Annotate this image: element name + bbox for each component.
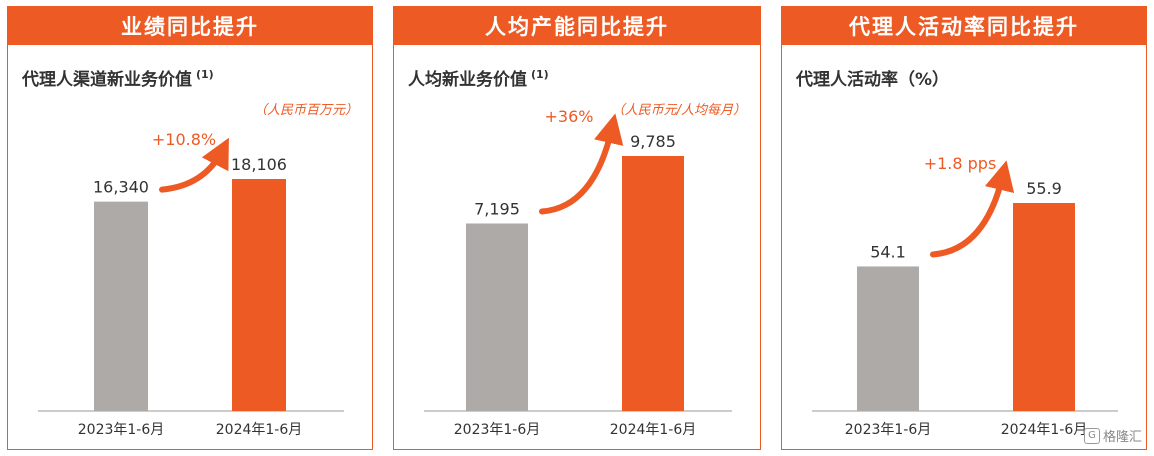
bar-2 — [1013, 203, 1075, 411]
panel-header: 业绩同比提升 — [8, 7, 372, 45]
bar-1 — [857, 266, 919, 411]
change-annotation: +10.8% — [152, 130, 216, 149]
category-label: 2024年1-6月 — [216, 422, 303, 438]
chart-title: 人均新业务价值 (1) — [408, 65, 549, 90]
category-label: 2023年1-6月 — [78, 422, 165, 438]
unit-label: （人民币元/人均每月） — [611, 103, 746, 118]
watermark: G 格隆汇 — [1083, 426, 1142, 445]
value-label: 7,195 — [474, 199, 520, 218]
bar-chart: 54.1 2023年1-6月 55.9 2024年1-6月 +1.8 pps — [812, 154, 1118, 438]
bar-chart: 7,195 2023年1-6月 9,785 2024年1-6月 +36% — [424, 107, 732, 438]
panel-nbv-agent: 业绩同比提升 代理人渠道新业务价值 (1) （人民币百万元） 16,340 2023… — [7, 6, 373, 450]
watermark-text: 格隆汇 — [1102, 430, 1142, 445]
growth-arrow — [539, 113, 624, 215]
bar-1 — [94, 201, 148, 411]
value-label: 55.9 — [1026, 179, 1062, 198]
bar-1 — [466, 223, 528, 411]
bar-chart: 16,340 2023年1-6月 18,106 2024年1-6月 +10.8% — [38, 130, 344, 438]
bar-2 — [232, 179, 286, 411]
category-label: 2024年1-6月 — [1001, 422, 1088, 438]
chart-title-text: 代理人渠道新业务价值 — [22, 70, 192, 90]
change-annotation: +36% — [545, 107, 594, 126]
value-label: 16,340 — [93, 178, 149, 197]
unit-label: （人民币百万元） — [253, 103, 358, 118]
value-label: 9,785 — [630, 132, 676, 151]
change-annotation: +1.8 pps — [924, 154, 997, 173]
panel-agent-activity: 代理人活动率同比提升 代理人活动率（%） 54.1 2023年1-6月 55.9 20… — [781, 6, 1147, 450]
category-label: 2023年1-6月 — [845, 422, 932, 438]
value-label: 18,106 — [231, 155, 287, 174]
chart-title: 代理人活动率（%） — [796, 65, 953, 90]
footnote-marker: (1) — [531, 68, 549, 82]
chart-title-text: 人均新业务价值 — [408, 70, 527, 90]
growth-arrow — [159, 137, 229, 193]
bar-2 — [622, 156, 684, 411]
footnote-marker: (1) — [196, 68, 214, 82]
panel-header: 代理人活动率同比提升 — [782, 7, 1146, 45]
brand-logo-icon: G — [1083, 427, 1100, 444]
growth-arrow — [930, 160, 1015, 258]
chart-title: 代理人渠道新业务价值 (1) — [22, 65, 214, 90]
chart-title-text: 代理人活动率（%） — [796, 70, 950, 90]
value-label: 54.1 — [870, 242, 906, 261]
panel-nbv-per-agent: 人均产能同比提升 人均新业务价值 (1) （人民币元/人均每月） 7,195 202… — [393, 6, 761, 450]
category-label: 2023年1-6月 — [454, 422, 541, 438]
panel-header: 人均产能同比提升 — [394, 7, 760, 45]
category-label: 2024年1-6月 — [610, 422, 697, 438]
